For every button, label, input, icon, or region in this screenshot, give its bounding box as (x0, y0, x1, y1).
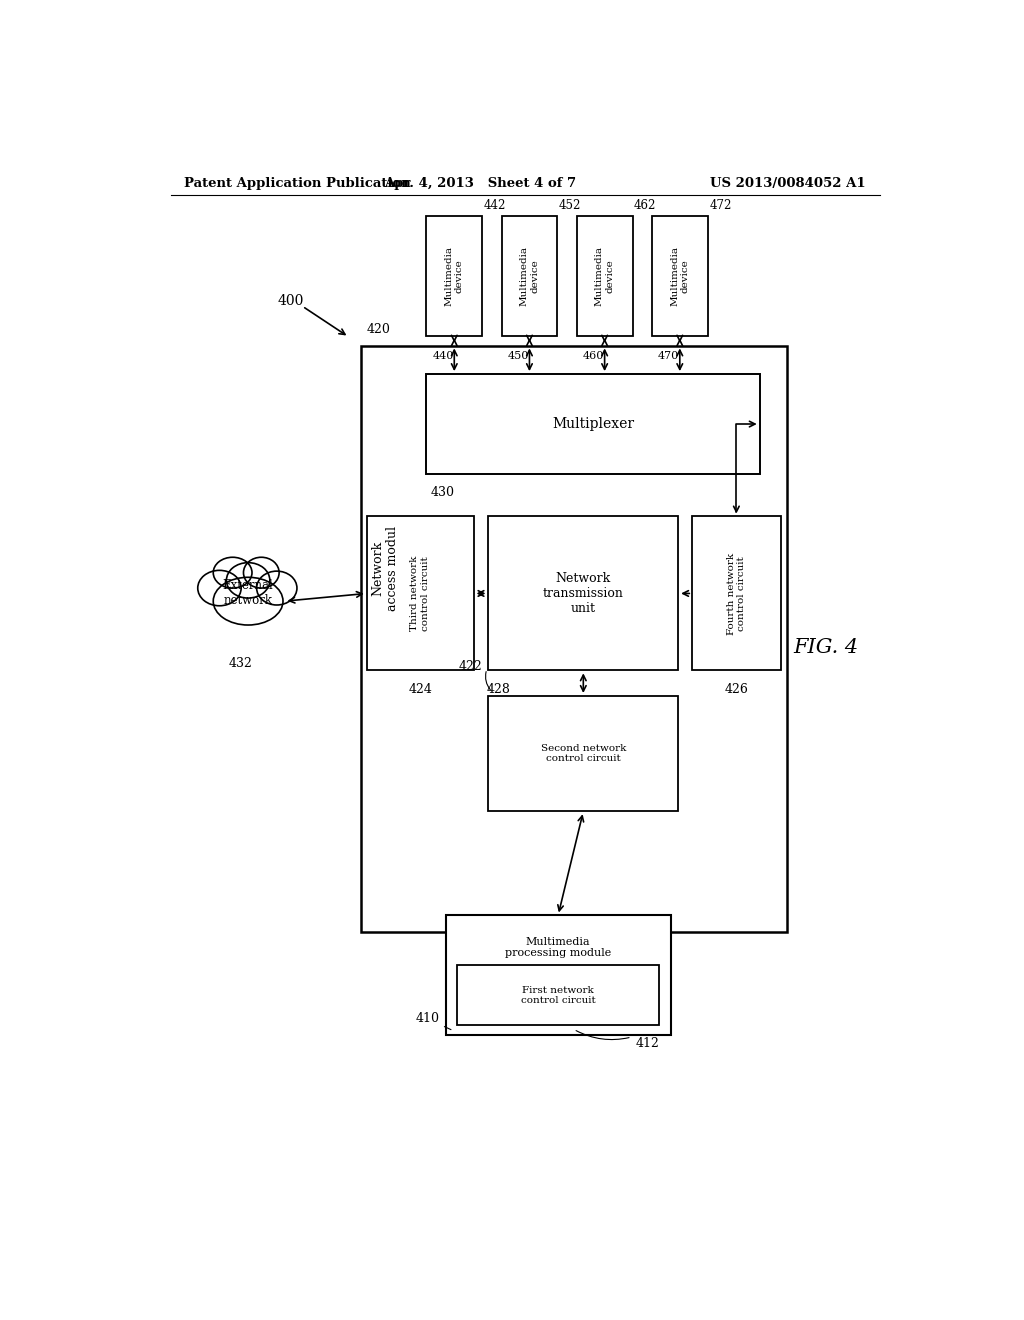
Text: Apr. 4, 2013   Sheet 4 of 7: Apr. 4, 2013 Sheet 4 of 7 (385, 177, 577, 190)
Text: Multimedia
processing module: Multimedia processing module (505, 937, 611, 958)
Text: FIG. 4: FIG. 4 (793, 638, 858, 657)
Text: 424: 424 (409, 682, 432, 696)
Text: External
network: External network (223, 579, 273, 607)
Text: 460: 460 (583, 351, 604, 360)
Text: 432: 432 (228, 657, 252, 671)
Text: Multimedia
device: Multimedia device (595, 246, 614, 306)
Text: Network
access modul: Network access modul (372, 525, 399, 611)
Bar (426, 216, 482, 335)
Text: 430: 430 (430, 487, 455, 499)
Bar (426, 374, 760, 474)
Ellipse shape (257, 572, 297, 605)
Text: 462: 462 (634, 199, 656, 213)
Text: 412: 412 (636, 1038, 659, 1049)
Text: Fourth network
control circuit: Fourth network control circuit (727, 552, 746, 635)
Text: 472: 472 (710, 199, 731, 213)
Ellipse shape (226, 562, 270, 598)
Text: 442: 442 (483, 199, 506, 213)
Text: US 2013/0084052 A1: US 2013/0084052 A1 (711, 177, 866, 190)
Ellipse shape (198, 570, 241, 606)
Bar (488, 696, 678, 812)
Text: 440: 440 (432, 351, 454, 360)
Ellipse shape (213, 577, 283, 626)
Bar (488, 516, 678, 671)
Bar (367, 516, 474, 671)
Text: 420: 420 (367, 323, 390, 337)
Text: 452: 452 (559, 199, 582, 213)
Text: 400: 400 (278, 294, 304, 308)
Text: Multimedia
device: Multimedia device (444, 246, 464, 306)
Bar (577, 216, 633, 335)
Text: Multimedia
device: Multimedia device (670, 246, 689, 306)
Text: 422: 422 (459, 660, 482, 673)
Bar (445, 915, 671, 1035)
Ellipse shape (244, 557, 280, 589)
Text: Patent Application Publication: Patent Application Publication (183, 177, 411, 190)
Text: 450: 450 (508, 351, 529, 360)
Text: Network
transmission
unit: Network transmission unit (543, 572, 624, 615)
Text: 410: 410 (416, 1012, 439, 1026)
Bar (502, 216, 557, 335)
Text: Third network
control circuit: Third network control circuit (411, 556, 430, 631)
Bar (652, 216, 708, 335)
Bar (692, 516, 780, 671)
Text: Multimedia
device: Multimedia device (520, 246, 540, 306)
Text: First network
control circuit: First network control circuit (521, 986, 596, 1005)
Bar (458, 965, 658, 1026)
Bar (360, 346, 786, 932)
Text: 428: 428 (486, 682, 511, 696)
Text: 426: 426 (724, 682, 749, 696)
Text: Second network
control circuit: Second network control circuit (541, 744, 626, 763)
Ellipse shape (213, 557, 252, 589)
Text: 470: 470 (658, 351, 679, 360)
Text: Multiplexer: Multiplexer (552, 417, 634, 432)
